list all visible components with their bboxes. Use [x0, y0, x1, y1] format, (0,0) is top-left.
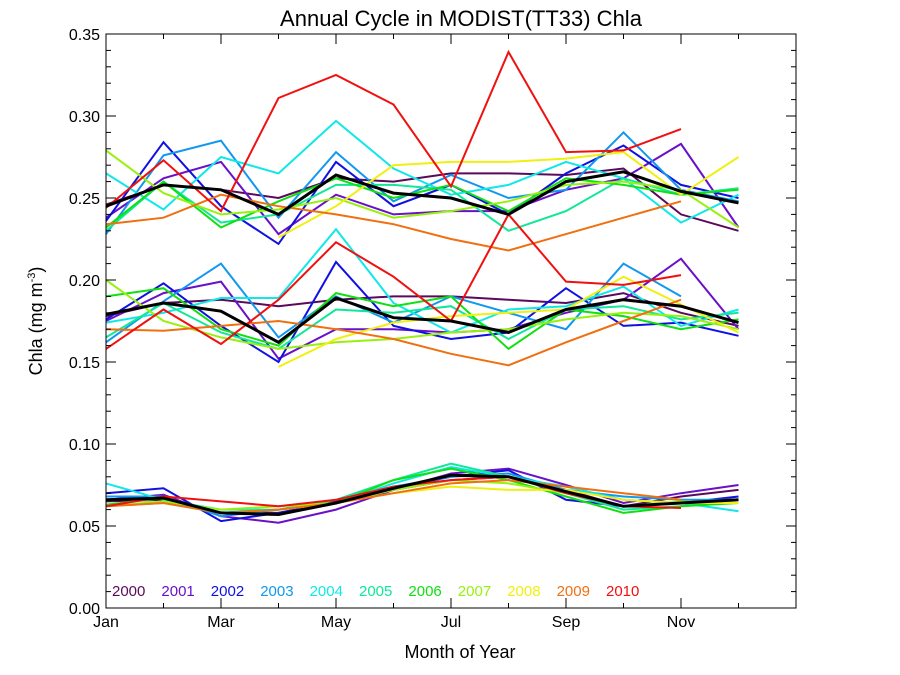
legend-entry-2008: 2008	[507, 583, 540, 600]
series-line-upper-2009	[105, 193, 682, 252]
legend-entry-2007: 2007	[458, 583, 491, 600]
y-tick-label: 0.05	[69, 519, 100, 536]
y-axis-label-close: )	[26, 267, 46, 273]
series-line-upper-2008	[278, 151, 740, 239]
legend-entry-2003: 2003	[260, 583, 293, 600]
mean-line-lower	[105, 473, 739, 517]
y-tick-label: 0.30	[69, 109, 100, 126]
legend-entry-2005: 2005	[359, 583, 392, 600]
series-line-upper-2005	[105, 177, 739, 232]
chart-title: Annual Cycle in MODIST(TT33) Chla	[280, 6, 643, 31]
x-tick-label: Mar	[207, 614, 235, 631]
y-axis-label-main: Chla (mg m	[26, 282, 46, 375]
y-tick-label: 0.35	[69, 27, 100, 44]
series-line-lower-2009	[105, 479, 682, 514]
legend-entry-2001: 2001	[161, 583, 194, 600]
legend-entry-2004: 2004	[310, 583, 343, 600]
y-tick-label: 0.00	[69, 601, 100, 618]
x-tick-label: Nov	[667, 614, 695, 631]
x-tick-label: May	[321, 614, 351, 631]
x-tick-label: Sep	[552, 614, 581, 631]
axis-ticks: 0.00 0.05 0.10 0.15 0.20 0.25 0.30 0.35 Jan Mar Ma…	[69, 27, 797, 631]
series-lines	[105, 49, 740, 524]
series-line-middle-2004	[105, 227, 739, 334]
legend-entry-2000: 2000	[112, 583, 145, 600]
y-tick-label: 0.10	[69, 437, 100, 454]
y-axis-label: Chla (mg m-3)	[26, 267, 46, 376]
legend-entry-2009: 2009	[557, 583, 590, 600]
y-axis-label-sup: -3	[26, 273, 38, 283]
x-tick-label: Jan	[93, 614, 119, 631]
x-tick-label: Jul	[441, 614, 461, 631]
series-line-middle-2010	[105, 212, 682, 350]
mean-lines	[105, 170, 739, 517]
series-line-upper-2006	[105, 177, 739, 229]
series-line-middle-2008	[278, 275, 739, 368]
legend-entry-2006: 2006	[408, 583, 441, 600]
x-axis-label: Month of Year	[404, 642, 515, 662]
mean-line-middle	[105, 296, 739, 345]
series-line-middle-2002	[105, 260, 739, 364]
legend-entry-2010: 2010	[606, 583, 639, 600]
y-tick-label: 0.25	[69, 191, 100, 208]
y-tick-label: 0.20	[69, 273, 100, 290]
series-line-middle-2007	[105, 279, 739, 350]
series-line-upper-2010	[105, 49, 682, 213]
y-tick-label: 0.15	[69, 355, 100, 372]
series-line-upper-2007	[105, 149, 740, 229]
series-line-middle-2009	[105, 298, 682, 367]
legend: 2000 2001 2002 2003 2004 2005 2006 2007 2008 2009…	[112, 583, 639, 600]
mean-line-upper	[105, 170, 739, 217]
legend-entry-2002: 2002	[211, 583, 244, 600]
